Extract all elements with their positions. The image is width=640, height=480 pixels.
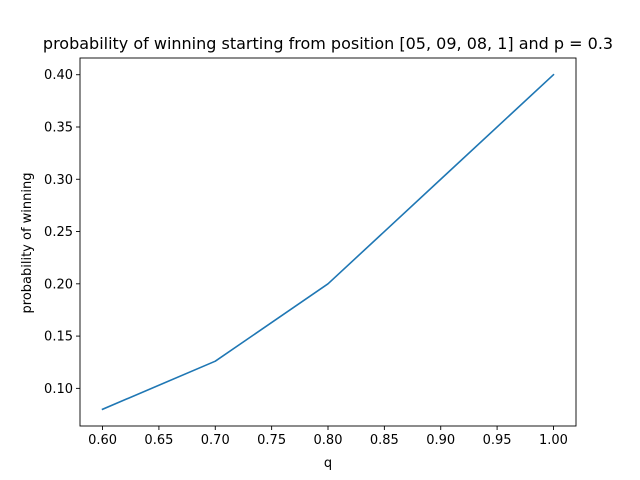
x-tick-label-8: 1.00	[539, 433, 568, 448]
y-tick-label-2: 0.20	[44, 277, 73, 292]
chart-title: probability of winning starting from pos…	[43, 34, 613, 53]
x-tick-label-0: 0.60	[88, 433, 117, 448]
x-tick-label-2: 0.70	[201, 433, 230, 448]
x-tick-label-4: 0.80	[314, 433, 343, 448]
x-tick-label-3: 0.75	[257, 433, 286, 448]
series-line-0	[101, 73, 555, 411]
y-tick-label-0: 0.10	[44, 382, 73, 397]
x-tick-label-1: 0.65	[144, 433, 173, 448]
x-tick-label-7: 0.95	[483, 433, 512, 448]
y-tick-label-5: 0.35	[44, 121, 73, 136]
y-tick-label-3: 0.25	[44, 225, 73, 240]
y-axis-label: probability of winning	[20, 173, 35, 314]
plot-area: 0.60 0.65 0.70 0.75 0.80 0.85 0.90 0.95 1.00 0.10…	[44, 57, 577, 448]
y-tick-label-4: 0.30	[44, 173, 73, 188]
x-tick-label-6: 0.90	[426, 433, 455, 448]
y-tick-label-1: 0.15	[44, 330, 73, 345]
y-tick-label-6: 0.40	[44, 68, 73, 83]
x-tick-label-5: 0.85	[370, 433, 399, 448]
x-axis-label: q	[324, 456, 332, 471]
